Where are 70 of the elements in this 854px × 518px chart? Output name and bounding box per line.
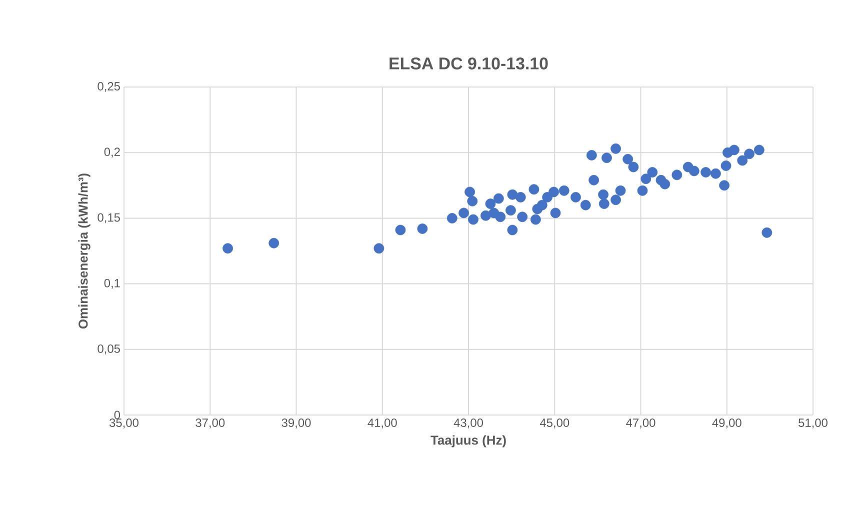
point <box>464 186 475 198</box>
point <box>672 170 682 180</box>
point <box>493 193 504 204</box>
point <box>374 243 384 254</box>
point <box>558 185 570 196</box>
x-tick-label: 39,00 <box>282 418 311 428</box>
y-tick-label: 0,05 <box>98 344 120 354</box>
point <box>468 214 478 225</box>
y-tick-label: 0,15 <box>98 213 120 224</box>
chart-title: ELSA DC 9.10-13.10 <box>390 57 548 70</box>
point <box>737 155 748 166</box>
point <box>762 227 772 238</box>
point <box>647 167 658 178</box>
point <box>268 238 280 248</box>
point <box>528 184 540 195</box>
point <box>458 208 469 218</box>
point <box>598 198 610 209</box>
point <box>602 152 612 164</box>
point <box>548 186 559 198</box>
point <box>485 198 496 209</box>
y-axis-title: Ominaisenergia (kWh/m³) <box>78 174 90 329</box>
y-tick-label: 0 <box>114 410 120 420</box>
point <box>610 143 621 154</box>
point <box>467 196 478 206</box>
point <box>222 243 233 254</box>
y-tick-label: 0,2 <box>104 148 120 158</box>
point <box>495 212 506 222</box>
x-tick-label: 45,00 <box>540 418 570 428</box>
point <box>754 144 764 156</box>
point <box>720 160 732 171</box>
point <box>507 189 518 200</box>
point <box>550 208 561 218</box>
point <box>719 180 730 191</box>
x-tick-label: 47,00 <box>626 418 656 428</box>
point <box>517 212 528 222</box>
point <box>586 150 597 160</box>
point <box>640 174 652 184</box>
x-tick-label: 37,00 <box>196 418 225 428</box>
point <box>729 144 740 156</box>
point <box>588 174 600 186</box>
point <box>446 213 458 224</box>
point <box>515 192 526 202</box>
y-tick-label: 0,25 <box>98 82 120 92</box>
point <box>688 166 700 176</box>
x-tick-label: 49,00 <box>712 418 742 428</box>
point <box>710 168 721 179</box>
x-tick-label: 41,00 <box>368 418 397 428</box>
point <box>700 167 711 178</box>
x-tick-label: 43,00 <box>454 418 483 428</box>
point <box>570 192 581 202</box>
x-axis-title: Taajuus (Hz) <box>430 435 506 448</box>
point <box>417 223 428 234</box>
point <box>580 200 591 210</box>
point <box>622 154 634 164</box>
x-tick-label: 35,00 <box>109 418 138 428</box>
point <box>628 162 639 172</box>
point <box>610 194 621 206</box>
point <box>536 200 548 210</box>
point <box>615 185 626 196</box>
point <box>660 178 670 190</box>
point <box>480 210 491 221</box>
point <box>744 148 754 160</box>
point <box>530 214 541 225</box>
x-tick-label: 51,00 <box>798 418 828 428</box>
point <box>598 189 608 200</box>
y-tick-label: 0,1 <box>104 278 120 289</box>
point <box>637 185 648 196</box>
point <box>506 205 516 216</box>
point <box>395 224 406 236</box>
point <box>507 224 518 236</box>
